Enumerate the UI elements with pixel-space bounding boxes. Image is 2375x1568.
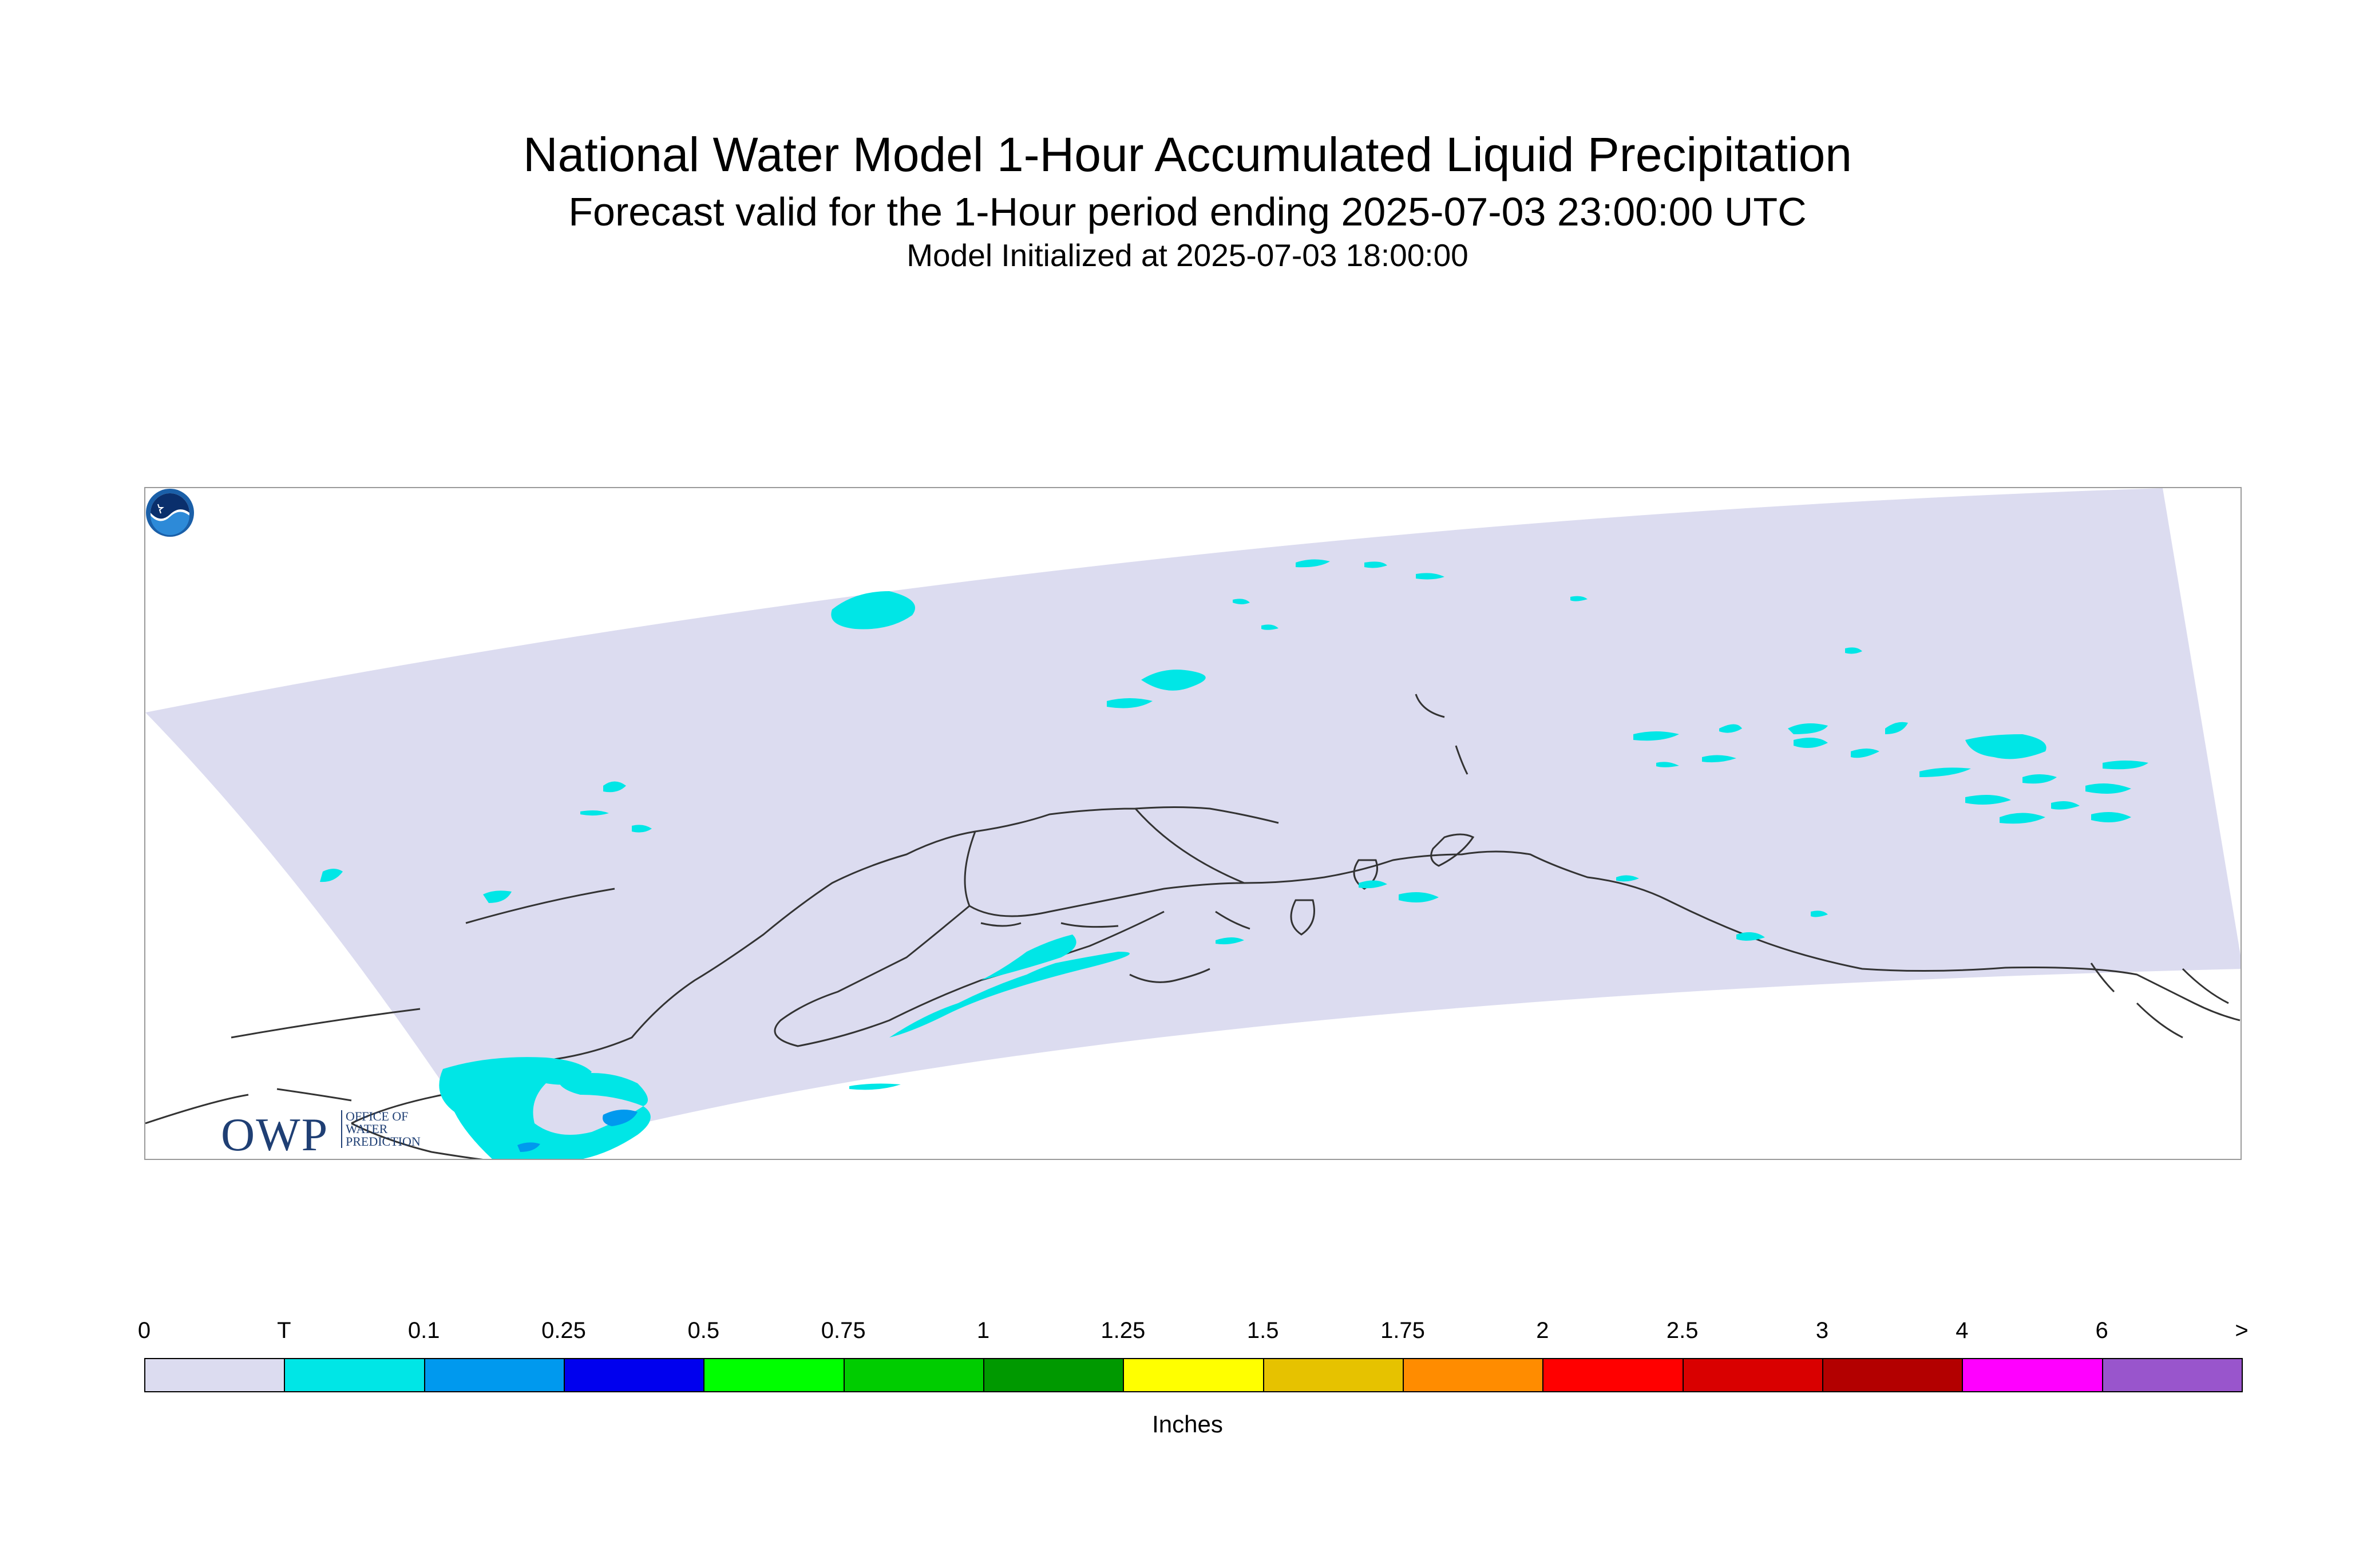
coastline-east: [2090, 963, 2229, 1039]
legend-tick-label: 0: [137, 1318, 151, 1343]
legend-swatch: [564, 1358, 705, 1392]
owp-logo-letters: OWP: [221, 1108, 329, 1160]
legend-units-label: Inches: [1152, 1411, 1223, 1438]
legend-tick-label: >: [2235, 1318, 2249, 1343]
precip-area-peninsula: [849, 935, 1130, 1090]
legend-tick-label: T: [277, 1318, 291, 1343]
legend-swatch: [1403, 1358, 1544, 1392]
legend-swatch: [1542, 1358, 1684, 1392]
coastline-inland: [980, 694, 1468, 930]
legend-tick-label: 1: [976, 1318, 990, 1343]
legend-swatch: [1822, 1358, 1964, 1392]
precip-area-north-central: [1107, 670, 1206, 708]
legend-swatch: [843, 1358, 984, 1392]
noaa-logo-icon: [146, 489, 194, 537]
precipitation-light: [320, 559, 2148, 1159]
forecast-valid-subtitle: Forecast valid for the 1-Hour period end…: [568, 189, 1807, 234]
coastline-mainland: [145, 806, 2241, 1124]
legend-swatch: [703, 1358, 845, 1392]
legend-tick-label: 2: [1536, 1318, 1549, 1343]
precip-area-north: [831, 591, 915, 629]
legend-tick-label: 1.75: [1380, 1318, 1425, 1343]
color-legend: [144, 1358, 2243, 1393]
map-canvas: [145, 488, 2241, 1159]
coastline-islands: [1060, 833, 1475, 983]
legend-swatch: [423, 1358, 565, 1392]
legend-swatch: [1682, 1358, 1823, 1392]
precipitation-map: OWP OFFICE OF WATER PREDICTION: [144, 487, 2242, 1160]
legend-swatch: [284, 1358, 425, 1392]
legend-swatch: [1262, 1358, 1404, 1392]
precip-area-southwest: [439, 1057, 651, 1159]
legend-swatch: [144, 1358, 286, 1392]
legend-swatch: [2101, 1358, 2243, 1392]
legend-tick-label: 4: [1956, 1318, 1969, 1343]
legend-swatch: [1123, 1358, 1264, 1392]
legend-tick-label: 2.5: [1666, 1318, 1699, 1343]
legend-tick-label: 3: [1815, 1318, 1829, 1343]
legend-tick-label: 0.1: [407, 1318, 440, 1343]
legend-tick-label: 0.5: [687, 1318, 720, 1343]
legend-swatch: [1962, 1358, 2103, 1392]
precip-area-east: [1719, 717, 2148, 824]
legend-tick-label: 0.75: [821, 1318, 866, 1343]
owp-logo: OWP OFFICE OF WATER PREDICTION: [221, 1108, 421, 1160]
legend-tick-label: 1.25: [1101, 1318, 1146, 1343]
precipitation-moderate: [517, 1110, 638, 1152]
legend-tick-label: 6: [2095, 1318, 2108, 1343]
precip-area-moderate: [517, 1110, 638, 1152]
legend-tick-label: 0.25: [541, 1318, 586, 1343]
coastline-southwest: [231, 888, 615, 1159]
model-initialized-line: Model Initialized at 2025-07-03 18:00:00: [907, 237, 1468, 273]
page-title: National Water Model 1-Hour Accumulated …: [522, 128, 1852, 181]
owp-logo-text: OFFICE OF WATER PREDICTION: [341, 1110, 449, 1148]
legend-swatch: [983, 1358, 1125, 1392]
legend-tick-label: 1.5: [1246, 1318, 1279, 1343]
model-domain: [145, 488, 2241, 1159]
